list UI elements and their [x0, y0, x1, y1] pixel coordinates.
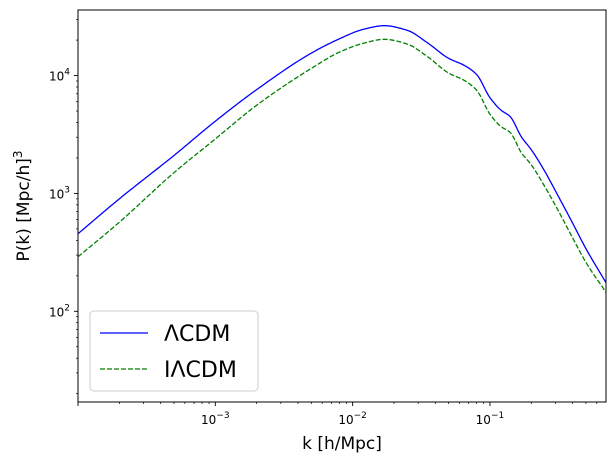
plot-frame [77, 9, 607, 403]
y-tick-label: 102 [49, 303, 70, 319]
y-tick-label: 104 [49, 68, 70, 84]
legend-box [89, 310, 259, 392]
y-axis-label-text: P(k) [Mpc/h] [14, 158, 34, 261]
x-axis-ticks: 10−3 10−2 10−1 [77, 402, 598, 427]
legend-label-ilcdm: IΛCDM [164, 358, 237, 383]
x-tick-label: 10−3 [201, 411, 230, 427]
legend: ΛCDM IΛCDM [89, 310, 259, 392]
x-axis-label: k [h/Mpc] [302, 434, 382, 454]
series-line-lcdm [77, 25, 607, 283]
series-layer [77, 25, 607, 293]
y-axis-ticks: 102 103 104 [49, 18, 78, 395]
x-tick-label: 10−1 [476, 411, 505, 427]
y-axis-label-exponent: 3 [11, 151, 25, 159]
legend-label-lcdm: ΛCDM [164, 322, 230, 347]
y-axis-label: P(k) [Mpc/h]3 [11, 151, 34, 262]
x-tick-label: 10−2 [338, 411, 367, 427]
y-tick-label: 103 [49, 185, 70, 201]
series-line-ilcdm [77, 38, 607, 293]
